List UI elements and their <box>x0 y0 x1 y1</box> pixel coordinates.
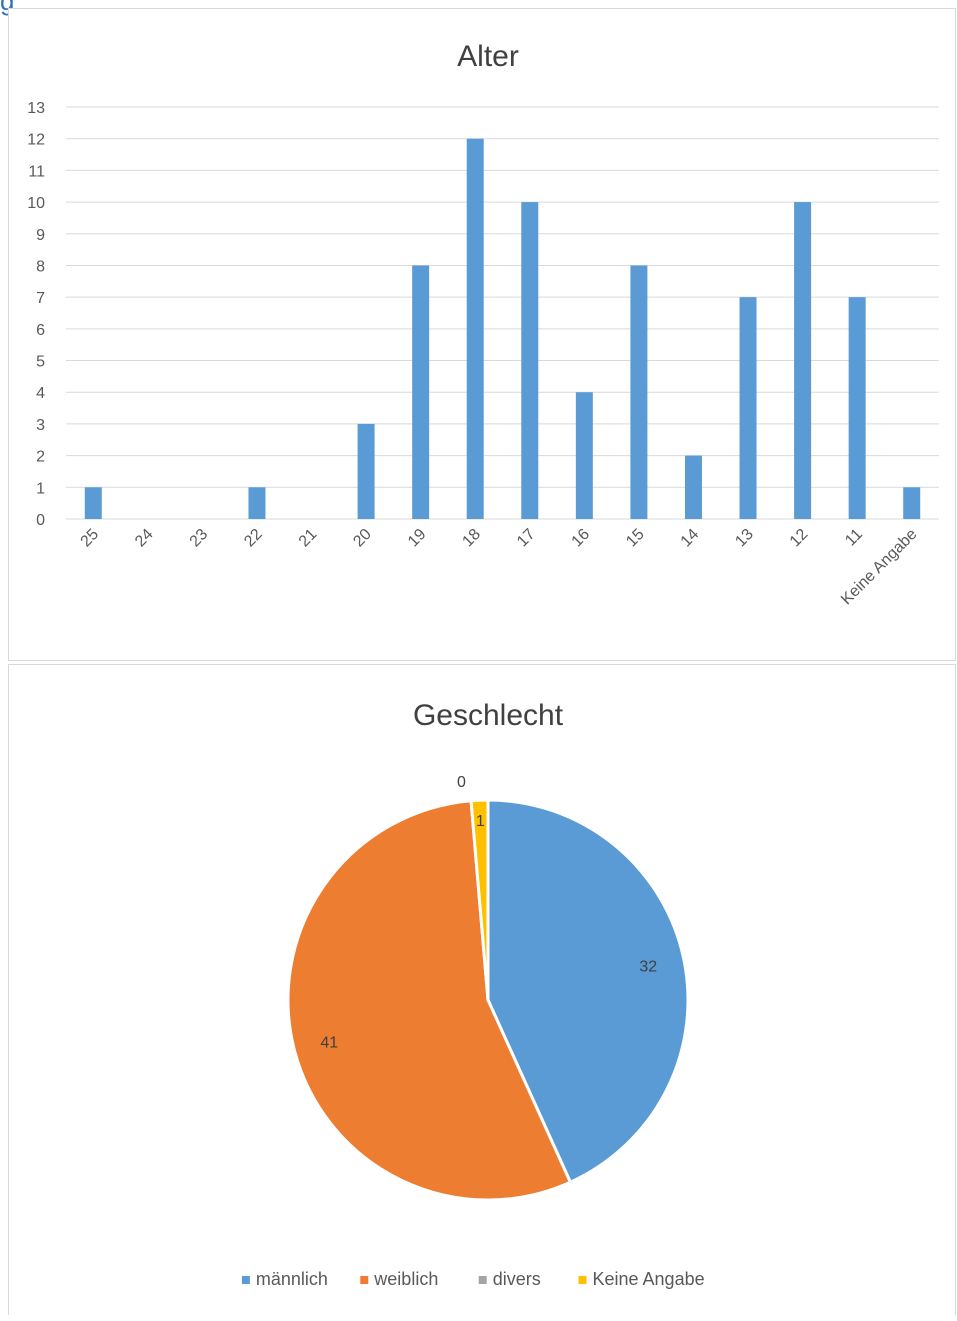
y-tick-label: 6 <box>36 322 45 339</box>
y-tick-label: 7 <box>36 290 45 307</box>
y-tick-label: 5 <box>36 354 45 371</box>
y-tick-label: 3 <box>36 417 45 434</box>
gender-pie-slices <box>286 798 690 1202</box>
pie-slice <box>486 798 690 1184</box>
pie-data-label: 0 <box>457 774 466 791</box>
pie-slice <box>469 798 490 1002</box>
bar <box>630 265 648 519</box>
bar <box>521 202 539 520</box>
legend-label: weiblich <box>373 1269 438 1289</box>
x-tick-label: 11 <box>842 526 866 550</box>
legend-swatch <box>478 1276 487 1284</box>
age-chart-bars <box>84 138 921 520</box>
x-tick-label: 18 <box>459 526 484 551</box>
gender-pie-chart: Geschlecht 32 41 0 1 männlich weiblich divers… <box>241 699 705 1289</box>
y-tick-label: 4 <box>36 385 45 402</box>
y-tick-label: 0 <box>36 512 45 529</box>
age-chart-frame: Alter 0 1 2 3 4 5 6 7 8 9 10 11 12 13 25 24 23 22 21 20 19 1… <box>8 8 956 661</box>
bar <box>412 265 430 519</box>
y-tick-label: 10 <box>27 195 45 212</box>
x-tick-label: 15 <box>623 526 648 551</box>
legend-swatch <box>578 1276 587 1284</box>
y-tick-label: 2 <box>36 449 45 466</box>
x-tick-label: 24 <box>132 526 157 551</box>
bar <box>84 487 102 519</box>
bar <box>739 297 757 519</box>
y-tick-label: 8 <box>36 258 45 275</box>
x-tick-label: 13 <box>732 526 757 551</box>
gender-chart-title: Geschlecht <box>413 699 564 732</box>
legend-label: Keine Angabe <box>593 1269 705 1289</box>
bar <box>248 487 266 519</box>
x-tick-label: 25 <box>78 526 103 551</box>
bar <box>575 392 593 519</box>
bar <box>794 202 812 520</box>
age-chart-gridlines <box>66 106 939 520</box>
pie-slice <box>286 799 572 1202</box>
x-tick-label: 14 <box>678 526 703 551</box>
pie-data-label: 41 <box>320 1034 338 1051</box>
bar <box>903 487 921 519</box>
pie-data-label: 1 <box>476 813 485 830</box>
bar <box>357 423 375 519</box>
gender-pie-legend: männlich weiblich divers Keine Angabe <box>241 1269 705 1289</box>
bar <box>848 297 866 519</box>
y-tick-label: 13 <box>27 100 45 117</box>
y-tick-label: 12 <box>27 132 45 149</box>
x-tick-label: 20 <box>350 526 375 551</box>
bar <box>466 138 484 519</box>
gender-pie-data-labels: 32 41 0 1 <box>320 774 657 1052</box>
x-tick-label: 16 <box>569 526 594 551</box>
x-tick-label: 23 <box>187 526 212 551</box>
bar <box>684 455 702 519</box>
x-tick-label: 21 <box>296 526 321 551</box>
y-tick-label: 9 <box>36 227 45 244</box>
y-tick-label: 11 <box>28 163 45 180</box>
x-tick-label: 22 <box>241 526 266 551</box>
legend-label: männlich <box>256 1269 328 1289</box>
x-tick-label: 17 <box>514 526 539 551</box>
gender-chart-frame: Geschlecht 32 41 0 1 männlich weiblich divers… <box>8 664 956 1315</box>
x-tick-label: 19 <box>405 526 430 551</box>
legend-swatch <box>241 1276 250 1284</box>
pie-data-label: 32 <box>639 958 657 975</box>
legend-label: divers <box>493 1269 541 1289</box>
legend-swatch <box>360 1276 369 1284</box>
x-tick-label: 12 <box>787 526 812 551</box>
age-chart-title: Alter <box>457 40 519 73</box>
y-tick-label: 1 <box>36 480 45 497</box>
